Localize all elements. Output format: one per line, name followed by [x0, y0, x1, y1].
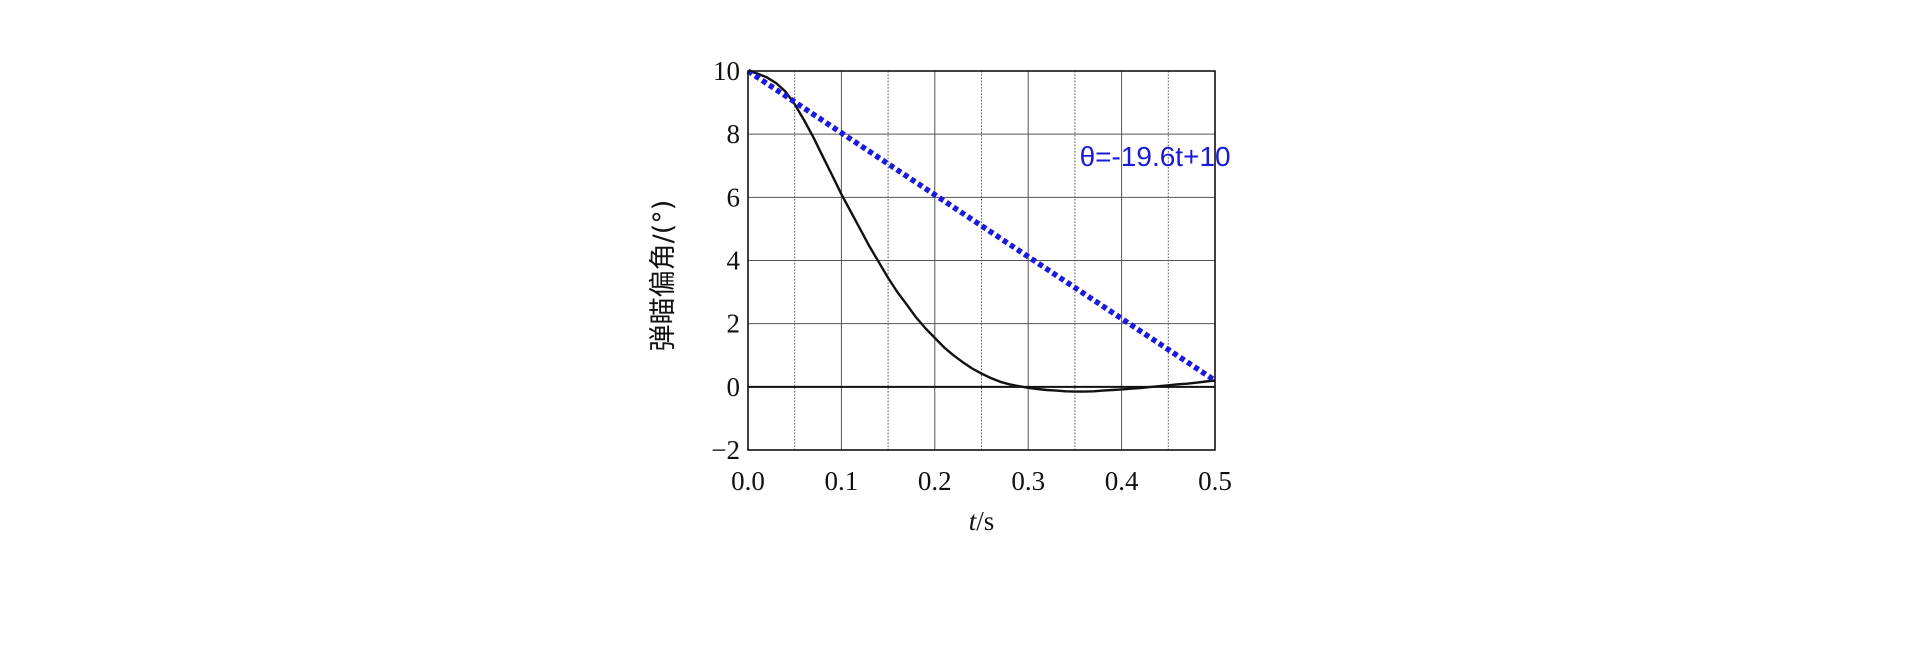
equation-annotation: θ=-19.6t+10 [1080, 141, 1231, 172]
y-tick-label: 10 [713, 56, 740, 86]
y-tick-label: −2 [711, 435, 740, 465]
y-tick-label: 6 [727, 182, 741, 212]
annotations: θ=-19.6t+10 [1080, 141, 1231, 172]
plot-series [746, 68, 1217, 393]
x-tick-label: 0.3 [1011, 466, 1045, 496]
y-tick-label: 4 [727, 246, 741, 276]
plot-frame [747, 70, 1216, 451]
y-tick-label: 8 [727, 119, 741, 149]
x-tick-label: 0.4 [1105, 466, 1139, 496]
x-axis-ticks: 0.0 0.1 0.2 0.3 0.4 0.5 [731, 466, 1232, 496]
y-axis-label: 弹瞄偏角/(°) [648, 200, 679, 352]
y-axis-ticks: −2 0 2 4 6 8 10 [711, 56, 740, 465]
x-axis-label-unit: /s [976, 506, 994, 536]
x-tick-label: 0.5 [1198, 466, 1232, 496]
y-tick-label: 0 [727, 372, 741, 402]
x-tick-label: 0.2 [918, 466, 952, 496]
y-tick-label: 2 [727, 309, 741, 339]
deflection-angle-series [747, 69, 1216, 393]
x-tick-label: 0.1 [825, 466, 859, 496]
x-axis-label-var: t [969, 506, 978, 536]
grid [748, 71, 1215, 450]
x-axis-label: t/s [969, 506, 995, 536]
x-tick-label: 0.0 [731, 466, 765, 496]
